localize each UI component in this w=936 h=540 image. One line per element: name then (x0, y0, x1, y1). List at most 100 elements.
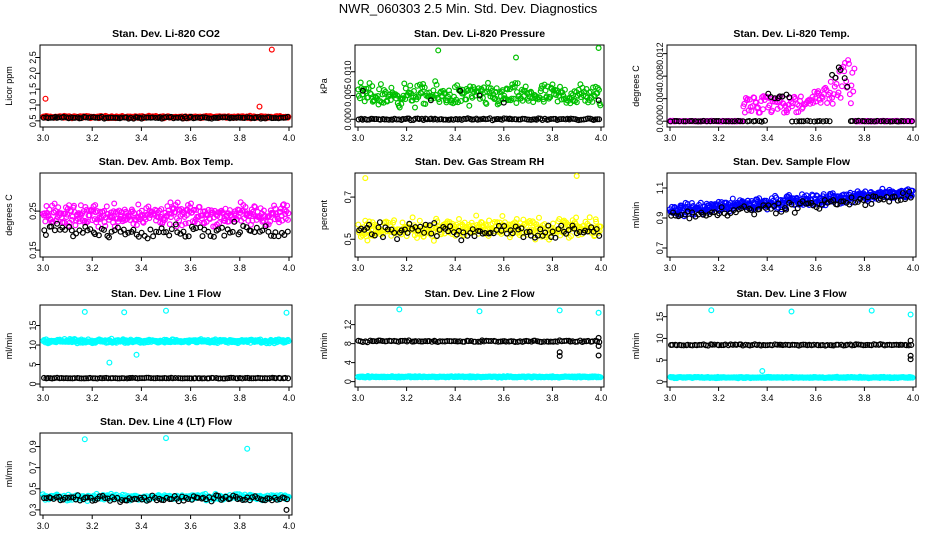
data-point (460, 115, 467, 122)
x-tick-label: 3.4 (761, 393, 774, 403)
data-point (229, 228, 236, 235)
data-point (237, 229, 244, 236)
data-point (207, 233, 214, 240)
data-point (68, 227, 75, 234)
data-point (355, 116, 362, 123)
y-tick-label: 0.3 (28, 504, 38, 517)
data-point (850, 88, 857, 95)
data-point (582, 93, 589, 100)
data-point (511, 83, 518, 90)
x-tick-label: 3.0 (37, 393, 50, 403)
data-point (860, 197, 867, 204)
data-point (248, 114, 255, 121)
x-tick-label: 4.0 (283, 393, 296, 403)
data-point (185, 233, 192, 240)
data-point (104, 232, 111, 239)
data-point (84, 227, 91, 234)
panel-title: Stan. Dev. Line 2 Flow (424, 288, 535, 300)
data-point (284, 113, 291, 120)
data-point (868, 307, 875, 314)
data-point (108, 228, 115, 235)
data-point (832, 74, 839, 81)
x-tick-label: 3.4 (449, 263, 462, 273)
y-axis-label: ml/min (4, 461, 14, 488)
x-tick-label: 3.6 (498, 393, 511, 403)
data-point (236, 375, 243, 382)
panel-title: Stan. Dev. Line 3 Flow (736, 288, 847, 300)
data-point (729, 195, 736, 202)
data-point (369, 83, 376, 90)
data-point (226, 229, 233, 236)
series-colored (39, 199, 292, 230)
data-point (276, 219, 283, 226)
data-point (268, 232, 275, 239)
panel-4: Stan. Dev. Amb. Box Temp. degrees C 3.0 3.2… (4, 156, 295, 273)
data-point (275, 233, 282, 240)
x-tick-label: 4.0 (907, 133, 920, 143)
data-point (571, 225, 578, 232)
data-point (689, 209, 696, 216)
data-point (252, 204, 259, 211)
x-tick-label: 3.8 (858, 133, 871, 143)
data-point (47, 495, 54, 502)
data-point (887, 118, 894, 125)
data-point (556, 349, 563, 356)
data-point (82, 375, 89, 382)
data-point (460, 229, 467, 236)
data-point (231, 218, 238, 225)
y-axis-label: ml/min (631, 202, 641, 229)
data-point (133, 351, 140, 358)
data-point (756, 118, 763, 125)
data-point (114, 224, 121, 231)
data-point (163, 229, 170, 236)
data-point (867, 118, 874, 125)
data-point (504, 86, 511, 93)
data-point (512, 54, 519, 61)
data-point (281, 232, 288, 239)
data-point (759, 368, 766, 375)
data-point (82, 494, 89, 501)
data-point (240, 223, 247, 230)
data-point (398, 227, 405, 234)
data-point (824, 99, 831, 106)
data-point (905, 342, 912, 349)
data-point (741, 203, 748, 210)
data-point (422, 338, 429, 345)
data-point (416, 217, 423, 224)
data-point (285, 375, 292, 382)
data-point (92, 202, 99, 209)
data-point (493, 85, 500, 92)
data-point (907, 337, 914, 344)
data-point (725, 118, 732, 125)
data-point (523, 222, 530, 229)
data-point (722, 341, 729, 348)
x-tick-label: 3.2 (712, 263, 725, 273)
data-point (259, 227, 266, 234)
data-point (498, 227, 505, 234)
data-point (469, 226, 476, 233)
data-point (907, 356, 914, 363)
data-point (385, 116, 392, 123)
data-point (592, 216, 599, 223)
data-point (54, 220, 61, 227)
data-point (411, 87, 418, 94)
data-point (848, 342, 855, 349)
x-tick-label: 3.4 (449, 133, 462, 143)
data-point (870, 193, 877, 200)
data-point (561, 86, 568, 93)
data-point (818, 201, 825, 208)
data-point (133, 222, 140, 229)
y-tick-label: 0.012 (655, 42, 665, 65)
data-point (188, 200, 195, 207)
data-point (55, 204, 62, 211)
data-point (167, 199, 174, 206)
data-point (700, 117, 707, 124)
data-point (595, 352, 602, 359)
data-point (845, 60, 852, 67)
data-point (837, 94, 844, 101)
data-point (436, 98, 443, 105)
data-point (501, 223, 508, 230)
data-point (273, 496, 280, 503)
panel-2: Stan. Dev. Li-820 Pressure kPa 3.0 3.2 3.4 3.… (319, 28, 607, 143)
data-point (576, 229, 583, 236)
